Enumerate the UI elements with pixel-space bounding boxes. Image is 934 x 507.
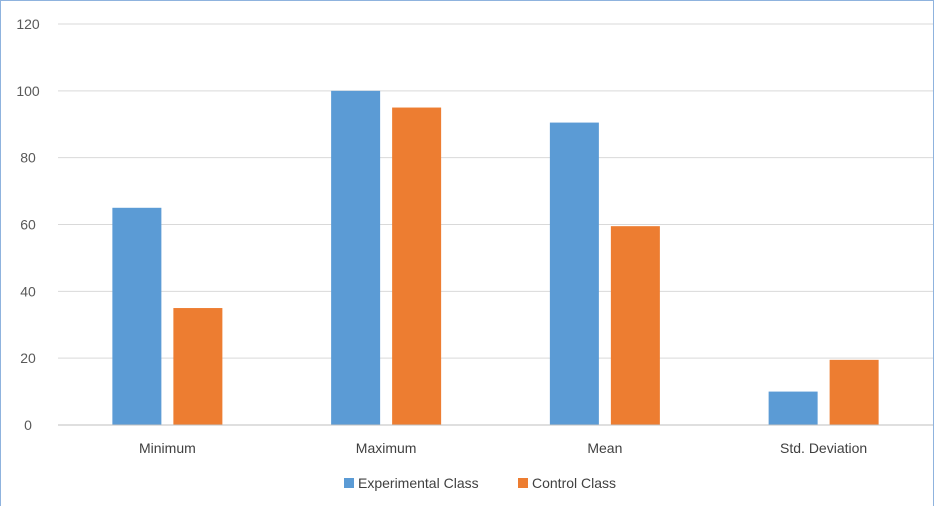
bars [112, 90, 879, 426]
bar [392, 107, 442, 426]
x-axis-categories: Minimum Maximum Mean Std. Deviation [139, 440, 867, 456]
legend-item: Control Class [518, 475, 616, 491]
category-label: Minimum [139, 440, 196, 456]
bar [768, 391, 818, 425]
category-label: Mean [587, 440, 622, 456]
y-tick-label: 20 [20, 350, 36, 366]
gridlines [58, 23, 933, 359]
legend: Experimental Class Control Class [344, 475, 616, 491]
bar [112, 207, 162, 425]
bar [173, 308, 223, 425]
bar [331, 90, 381, 425]
bar [829, 359, 879, 425]
bar [610, 226, 660, 425]
legend-label: Experimental Class [358, 475, 479, 491]
y-tick-label: 80 [20, 150, 36, 166]
legend-label: Control Class [532, 475, 616, 491]
bar [549, 122, 599, 426]
legend-item: Experimental Class [344, 475, 479, 491]
y-tick-label: 120 [16, 16, 40, 32]
y-axis-ticks: 0 20 40 60 80 100 120 [16, 16, 40, 433]
y-tick-label: 40 [20, 283, 36, 299]
category-label: Maximum [356, 440, 417, 456]
legend-swatch [518, 478, 528, 488]
y-tick-label: 60 [20, 217, 36, 233]
y-tick-label: 100 [16, 83, 40, 99]
y-tick-label: 0 [24, 417, 32, 433]
category-label: Std. Deviation [780, 440, 867, 456]
legend-swatch [344, 478, 354, 488]
